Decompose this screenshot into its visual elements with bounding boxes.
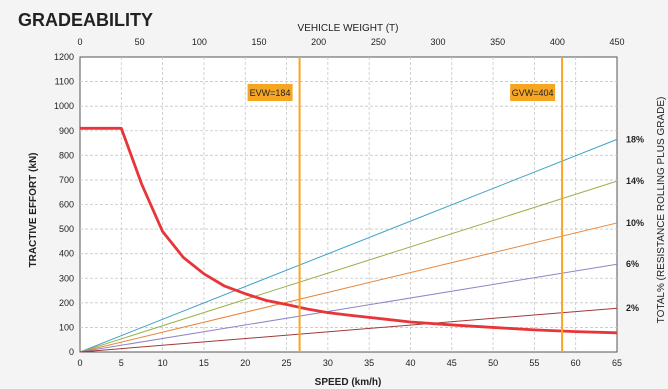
x2-tick-label: 150 (251, 37, 266, 47)
y-tick-label: 700 (59, 175, 74, 185)
x-tick-label: 0 (77, 358, 82, 368)
weight-marker-box (247, 84, 293, 101)
series-layer: 18% 14% 10% 6% 2% (79, 126, 644, 353)
weight-markers: EVW=184 GVW=404 (247, 57, 564, 352)
x2-tick-label: 350 (490, 37, 505, 47)
x2-tick-label: 0 (77, 37, 82, 47)
chart-title: GRADEABILITY (18, 10, 153, 30)
x-tick-label: 50 (488, 358, 498, 368)
y-tick-label: 1100 (55, 77, 74, 87)
grade-label: 10% (626, 218, 644, 228)
x-tick-label: 65 (612, 358, 622, 368)
x2-tick-label: 250 (371, 37, 386, 47)
grade-label: 2% (626, 303, 639, 313)
x-tick-label: 15 (199, 358, 209, 368)
grade-label: 18% (626, 134, 644, 144)
x-tick-label: 40 (405, 358, 415, 368)
x2-axis-label: VEHICLE WEIGHT (T) (298, 23, 399, 34)
grade-line-18pct (79, 138, 618, 353)
x-axis-label: SPEED (km/h) (315, 377, 382, 388)
x2-tick-label: 100 (192, 37, 207, 47)
x2-tick-label: 300 (430, 37, 445, 47)
x-tick-label: 45 (447, 358, 457, 368)
x-tick-label: 55 (529, 358, 539, 368)
weight-marker-label: EVW=184 (250, 88, 291, 98)
weight-marker-label: GVW=404 (512, 88, 554, 98)
y-tick-label: 1200 (54, 52, 74, 62)
x-tick-label: 35 (364, 358, 374, 368)
y-tick-label: 300 (59, 273, 74, 283)
tick-labels: 0100200300400500600700800900100011001200… (54, 37, 625, 368)
x-tick-label: 5 (119, 358, 124, 368)
x-tick-label: 60 (571, 358, 581, 368)
y-tick-label: 800 (59, 150, 74, 160)
y-tick-label: 200 (59, 298, 74, 308)
y-tick-label: 1000 (54, 101, 74, 111)
y-tick-label: 400 (59, 249, 74, 259)
x2-tick-label: 450 (609, 37, 624, 47)
tractive-effort-curve (80, 126, 618, 335)
grade-line-10pct (79, 222, 618, 353)
y-tick-label: 500 (59, 224, 74, 234)
x2-tick-label: 200 (311, 37, 326, 47)
y-axis-label: TRACTIVE EFFORT (kN) (28, 153, 39, 268)
grade-label: 14% (626, 176, 644, 186)
weight-marker-box (510, 84, 556, 101)
y-tick-label: 100 (59, 322, 74, 332)
x-tick-label: 20 (240, 358, 250, 368)
grade-line-14pct (79, 180, 618, 353)
x-tick-label: 30 (323, 358, 333, 368)
y2-axis-label: TOTAL% (RESISTANCE ROLLING PLUS GRADE) (656, 97, 667, 324)
y-tick-label: 600 (59, 200, 74, 210)
grade-line-2pct (79, 307, 618, 353)
y-tick-label: 900 (59, 126, 74, 136)
y-tick-label: 0 (69, 347, 74, 357)
grade-label: 6% (626, 259, 639, 269)
x2-tick-label: 50 (135, 37, 145, 47)
x2-tick-label: 400 (550, 37, 565, 47)
grade-line-6pct (79, 263, 618, 353)
x-tick-label: 10 (158, 358, 168, 368)
x-tick-label: 25 (282, 358, 292, 368)
